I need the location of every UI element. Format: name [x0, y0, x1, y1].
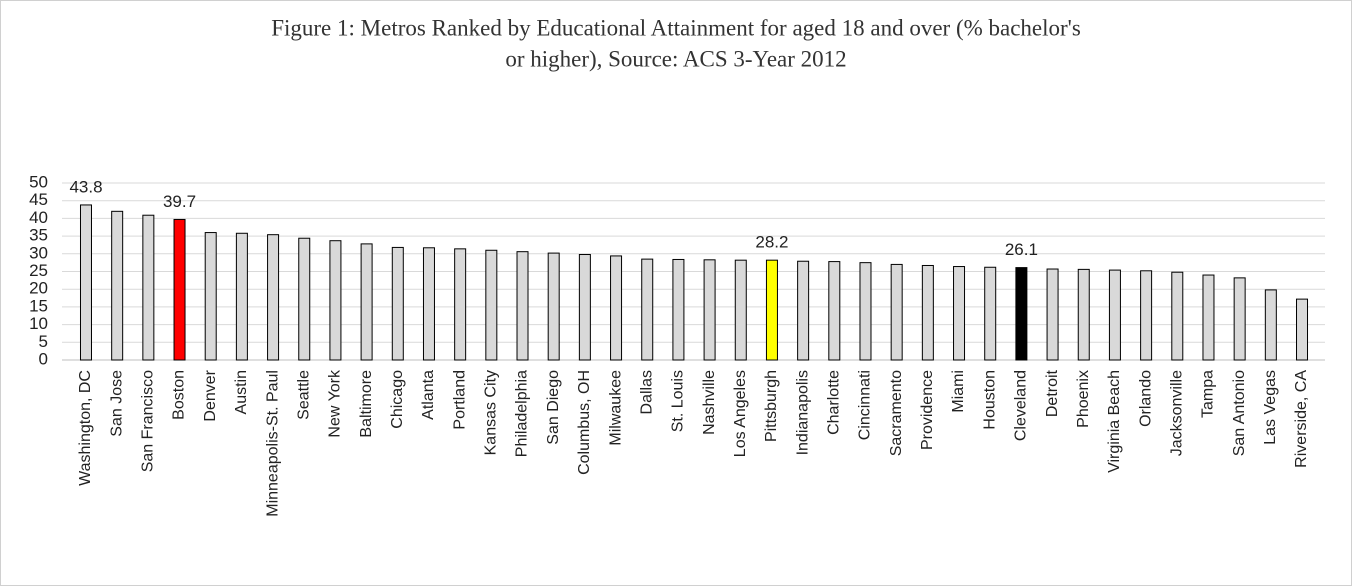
- bar: [1077, 268, 1090, 361]
- x-tick-label: Cincinnati: [857, 370, 874, 440]
- bar: [765, 259, 778, 361]
- x-tick-label: Virginia Beach: [1106, 370, 1123, 473]
- bar: [828, 261, 841, 361]
- bar: [1296, 298, 1309, 361]
- chart-subtitle: or higher), Source: ACS 3-Year 2012: [505, 46, 846, 71]
- x-tick-label: Cleveland: [1013, 370, 1030, 441]
- x-tick-label: Denver: [202, 369, 219, 421]
- y-tick-label: 10: [29, 314, 48, 333]
- x-tick-label: Philadelphia: [514, 370, 531, 457]
- bar: [797, 260, 810, 361]
- bar: [703, 259, 716, 361]
- data-label: 26.1: [1005, 240, 1038, 259]
- bar: [610, 255, 623, 361]
- bar: [1233, 277, 1246, 361]
- x-tick-label: Jacksonville: [1169, 370, 1186, 456]
- bar: [953, 266, 966, 361]
- bar: [1046, 268, 1059, 361]
- x-tick-label: Pittsburgh: [763, 370, 780, 442]
- bar: [1140, 270, 1153, 361]
- y-tick-label: 5: [39, 332, 48, 351]
- x-tick-label: Baltimore: [358, 370, 375, 438]
- bar: [329, 240, 342, 361]
- x-tick-label: Washington, DC: [77, 370, 94, 486]
- bar: [516, 251, 529, 361]
- bar: [672, 258, 685, 361]
- x-tick-label: Los Angeles: [732, 370, 749, 457]
- bar: [578, 254, 591, 361]
- bar: [391, 246, 404, 361]
- x-tick-label: Atlanta: [420, 370, 437, 420]
- bar: [235, 232, 248, 361]
- bar: [1108, 269, 1121, 361]
- x-tick-label: San Antonio: [1231, 370, 1248, 456]
- x-tick-label: Riverside, CA: [1293, 370, 1310, 468]
- data-label: 28.2: [755, 233, 788, 252]
- y-tick-label: 45: [29, 190, 48, 209]
- bar: [1015, 267, 1028, 361]
- x-tick-label: San Jose: [108, 370, 125, 437]
- x-tick-label: San Diego: [545, 370, 562, 445]
- x-tick-label: San Francisco: [140, 370, 157, 472]
- y-tick-label: 50: [29, 172, 48, 191]
- bar: [298, 237, 311, 361]
- bar: [1171, 271, 1184, 361]
- bar: [267, 234, 280, 361]
- data-label: 43.8: [69, 177, 102, 196]
- x-tick-label: Portland: [451, 370, 468, 430]
- x-tick-label: New York: [327, 369, 344, 438]
- x-tick-label: Chicago: [389, 370, 406, 429]
- bar: [173, 218, 186, 361]
- y-tick-label: 15: [29, 296, 48, 315]
- x-tick-label: Tampa: [1200, 370, 1217, 418]
- bar: [641, 258, 654, 361]
- x-tick-label: Orlando: [1137, 370, 1154, 427]
- bar: [547, 252, 560, 361]
- x-tick-label: Seattle: [295, 370, 312, 420]
- x-tick-label: Boston: [171, 370, 188, 420]
- y-tick-label: 35: [29, 226, 48, 245]
- bar: [984, 266, 997, 361]
- x-tick-label: St. Louis: [670, 370, 687, 432]
- bar: [204, 232, 217, 361]
- x-tick-label: Dallas: [638, 370, 655, 414]
- x-tick-label: Austin: [233, 370, 250, 414]
- y-tick-label: 40: [29, 208, 48, 227]
- x-tick-label: Milwaukee: [607, 370, 624, 446]
- y-tick-label: 0: [39, 349, 48, 368]
- y-tick-label: 20: [29, 279, 48, 298]
- bar: [111, 210, 124, 361]
- x-tick-label: Detroit: [1044, 369, 1061, 417]
- bar: [890, 263, 903, 361]
- bar: [142, 214, 155, 361]
- data-label: 39.7: [163, 192, 196, 211]
- bar: [485, 249, 498, 361]
- bar: [79, 204, 92, 361]
- x-tick-label: Charlotte: [826, 370, 843, 435]
- bar: [1202, 274, 1215, 361]
- x-tick-label: Minneapolis-St. Paul: [264, 370, 281, 517]
- chart-title: Figure 1: Metros Ranked by Educational A…: [271, 15, 1081, 40]
- bar: [734, 259, 747, 361]
- bar: [921, 264, 934, 361]
- bar: [360, 243, 373, 361]
- x-tick-label: Nashville: [701, 370, 718, 435]
- x-tick-label: Sacramento: [888, 370, 905, 456]
- x-tick-label: Miami: [950, 370, 967, 413]
- x-tick-label: Houston: [981, 370, 998, 430]
- x-tick-label: Columbus, OH: [576, 370, 593, 475]
- x-tick-label: Las Vegas: [1262, 370, 1279, 445]
- bar: [859, 262, 872, 361]
- x-tick-label: Phoenix: [1075, 370, 1092, 428]
- x-tick-label: Indianapolis: [794, 370, 811, 455]
- y-tick-label: 25: [29, 261, 48, 280]
- y-tick-label: 30: [29, 243, 48, 262]
- x-tick-label: Providence: [919, 370, 936, 450]
- bar: [1264, 289, 1277, 361]
- bar: [422, 247, 435, 361]
- bar: [454, 248, 467, 361]
- x-tick-label: Kansas City: [483, 370, 500, 455]
